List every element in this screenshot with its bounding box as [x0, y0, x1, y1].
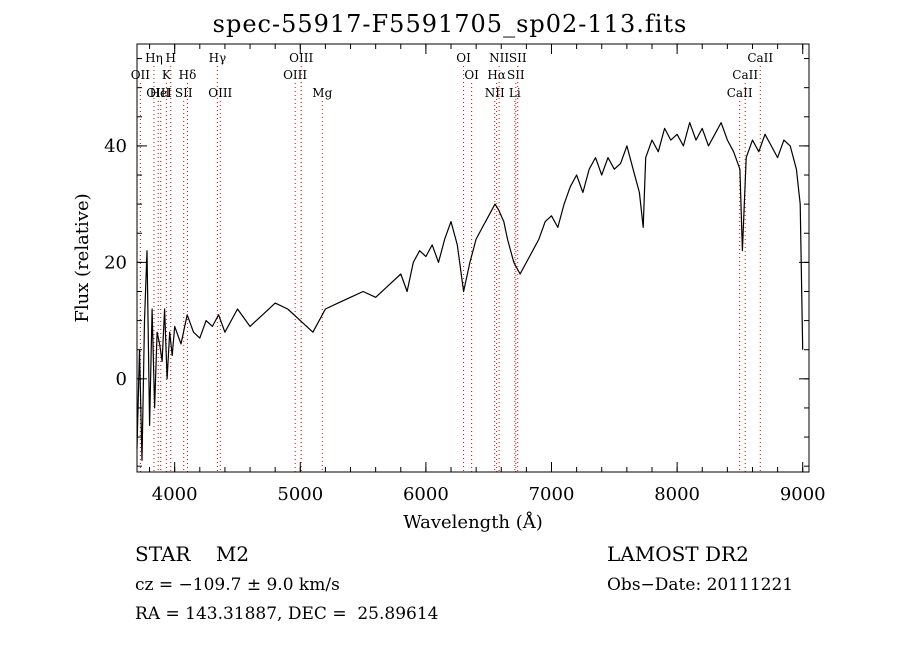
x-tick-label: 6000 [403, 484, 449, 505]
x-axis-label: Wavelength (Å) [403, 511, 543, 533]
line-marker-label: CaII [732, 68, 758, 82]
x-tick-label: 4000 [152, 484, 198, 505]
x-tick-label: 5000 [277, 484, 323, 505]
line-marker-label: SII [507, 68, 525, 82]
chart-title: spec-55917-F5591705_sp02-113.fits [212, 10, 688, 38]
y-axis-label: Flux (relative) [72, 193, 93, 322]
series-line [136, 122, 804, 461]
line-marker-label: SII [509, 51, 527, 65]
line-markers: OIIHηOIIIHeIKHSIIHδHγOIIIOIIIOIIIMgOIOIN… [131, 51, 773, 472]
line-marker-label: OI [464, 68, 479, 82]
y-tick-label: 0 [116, 369, 127, 390]
redshift-cz: cz = −109.7 ± 9.0 km/s [135, 575, 340, 595]
x-tick-label: 8000 [654, 484, 700, 505]
line-marker-label: Hγ [209, 51, 227, 65]
x-tick-label: 9000 [780, 484, 826, 505]
line-marker-label: OIII [289, 51, 313, 65]
series-group [136, 122, 804, 461]
object-class: STAR M2 [135, 542, 250, 566]
line-marker-label: OIII [283, 68, 307, 82]
line-marker-label: OI [456, 51, 471, 65]
y-tick-label: 20 [104, 252, 127, 273]
ra-dec: RA = 143.31887, DEC = 25.89614 [135, 604, 439, 624]
line-marker-label: HeI [150, 86, 173, 100]
line-marker-label: SII [175, 86, 193, 100]
obs-date: Obs−Date: 20111221 [607, 575, 794, 595]
y-axis: 0 20 40 [104, 58, 809, 467]
line-marker-label: Mg [312, 86, 332, 100]
line-marker-label: CaII [727, 86, 753, 100]
line-marker-label: OIII [208, 86, 232, 100]
line-marker-label: NII [485, 86, 505, 100]
x-axis: 4000 5000 6000 7000 8000 9000 [149, 44, 826, 505]
line-marker-label: OIII [146, 86, 170, 100]
line-marker-label: NII [489, 51, 509, 65]
plot-frame [136, 43, 810, 473]
line-marker-label: Hα [487, 68, 506, 82]
survey-name: LAMOST DR2 [607, 542, 749, 566]
x-tick-label: 7000 [529, 484, 575, 505]
line-marker-label: Hη [145, 51, 163, 65]
line-marker-label: K [162, 68, 172, 82]
line-marker-label: CaII [747, 51, 773, 65]
line-marker-label: H [166, 51, 176, 65]
line-marker-label: Li [509, 86, 521, 100]
line-marker-label: OII [131, 68, 151, 82]
y-tick-label: 40 [104, 136, 127, 157]
line-marker-label: Hδ [179, 68, 197, 82]
